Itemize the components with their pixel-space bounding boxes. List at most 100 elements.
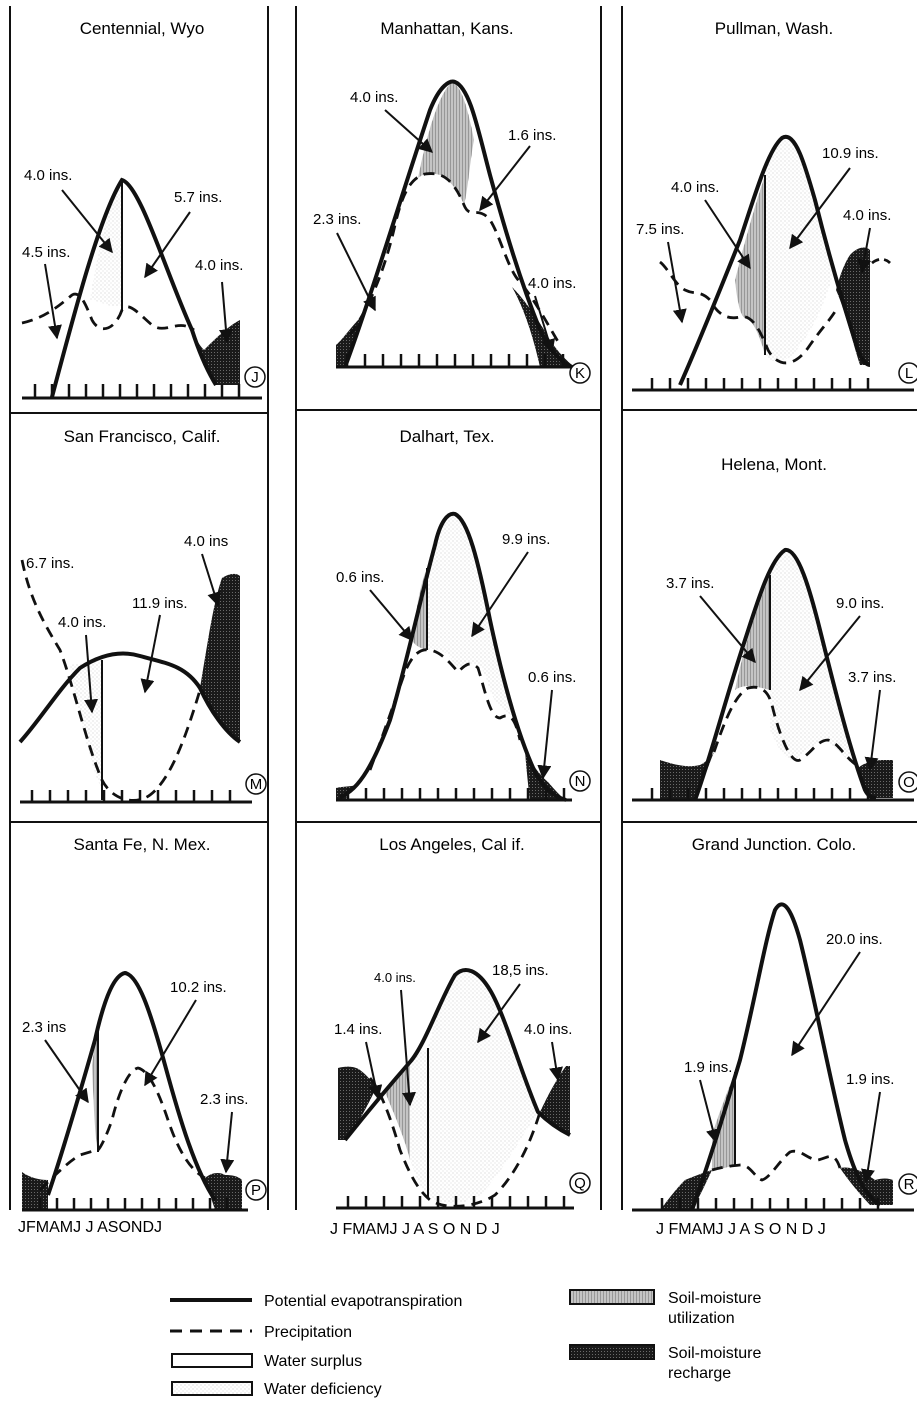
precip-curve xyxy=(21,292,195,332)
panel-title: Pullman, Wash. xyxy=(715,19,833,38)
recharge-area xyxy=(540,1066,570,1135)
panel-letter: M xyxy=(250,776,263,793)
recharge-area xyxy=(660,752,714,800)
recharge-area xyxy=(512,287,572,367)
legend-precip-label: Precipitation xyxy=(264,1324,352,1341)
annotation: 3.7 ins. xyxy=(666,575,714,592)
utilization-area xyxy=(735,175,765,355)
pet-curve xyxy=(46,970,217,1202)
annotation: 4.0 ins. xyxy=(195,257,243,274)
panel-letter: O xyxy=(903,774,915,791)
panel-manhattan: Manhattan, Kans. K 4.0 ins. 1.6 ins. 2.3… xyxy=(313,19,591,384)
panel-dalhart: Dalhart, Tex. N 9.9 ins. 0.6 ins. 0.6 in… xyxy=(336,427,591,802)
panel-title: Los Angeles, Cal if. xyxy=(379,835,525,854)
annotation: 4.0 ins. xyxy=(374,970,416,985)
annotation: 10.2 ins. xyxy=(170,979,227,996)
panel-letter: J xyxy=(251,369,259,386)
panel-badge xyxy=(898,1173,917,1195)
panel-badge xyxy=(569,1172,591,1194)
annotation: 9.9 ins. xyxy=(502,531,550,548)
panel-helena: Helena, Mont. O 3.7 ins. 9.0 ins. 3.7 in… xyxy=(632,455,917,802)
legend-pet-label: Potential evapotranspiration xyxy=(264,1293,462,1310)
deficiency-area xyxy=(770,551,858,768)
recharge-area xyxy=(840,1167,893,1205)
month-axis-labels: JFMAMJ J ASONDJ xyxy=(18,1219,162,1236)
panel-santa-fe: Santa Fe, N. Mex. P 10.2 ins. 2.3 ins 2.… xyxy=(22,835,267,1212)
precip-curve xyxy=(659,260,838,365)
annotation: 1.6 ins. xyxy=(508,127,556,144)
annotation: 4.0 ins xyxy=(184,533,228,550)
recharge-area xyxy=(205,1173,242,1210)
panel-badge xyxy=(569,770,591,792)
month-axis-labels: J FMAMJ J A S O N D J xyxy=(656,1221,826,1238)
panel-grid xyxy=(9,6,917,1210)
panel-badge xyxy=(898,771,917,793)
deficiency-area xyxy=(765,140,835,362)
utilization-area xyxy=(418,82,474,205)
annotation: 6.7 ins. xyxy=(26,555,74,572)
panel-letter: Q xyxy=(574,1175,586,1192)
precip-curve xyxy=(368,648,522,771)
annotation: 20.0 ins. xyxy=(826,931,883,948)
panel-letter: N xyxy=(575,773,586,790)
annotation: 2.3 ins xyxy=(22,1019,66,1036)
panel-letter: R xyxy=(904,1176,915,1193)
panel-letter: K xyxy=(575,365,585,382)
pet-curve xyxy=(343,79,573,369)
annotation: 1.4 ins. xyxy=(334,1021,382,1038)
pet-curve xyxy=(18,651,242,744)
annotation: 2.3 ins. xyxy=(313,211,361,228)
panel-letter: P xyxy=(251,1182,261,1199)
panel-los-angeles: Los Angeles, Cal if. Q 4.0 ins. 18,5 ins… xyxy=(334,835,591,1210)
panel-title: Dalhart, Tex. xyxy=(399,427,494,446)
annotation: 7.5 ins. xyxy=(636,221,684,238)
panel-badge xyxy=(569,362,591,384)
panel-title: Grand Junction. Colo. xyxy=(692,835,856,854)
legend: Potential evapotranspiration Precipitati… xyxy=(170,1289,761,1398)
annotation: 0.6 ins. xyxy=(528,669,576,686)
panel-title: Manhattan, Kans. xyxy=(380,19,513,38)
legend-utilization-swatch xyxy=(569,1289,655,1305)
legend-utilization-label-2: utilization xyxy=(668,1310,735,1327)
annotation: 9.0 ins. xyxy=(836,595,884,612)
annotation: 4.0 ins. xyxy=(58,614,106,631)
deficiency-area xyxy=(427,515,515,718)
legend-deficiency-label: Water deficiency xyxy=(264,1381,382,1398)
precip-curve xyxy=(20,559,202,802)
precip-curve xyxy=(348,172,562,346)
panel-title: Santa Fe, N. Mex. xyxy=(74,835,211,854)
precip-curve xyxy=(711,1149,842,1182)
legend-surplus-swatch xyxy=(171,1353,253,1368)
annotation: 18,5 ins. xyxy=(492,962,549,979)
pet-curve xyxy=(678,134,871,386)
panel-pullman: Pullman, Wash. L 10.9 ins. 4.0 ins. 4.0 … xyxy=(632,19,917,392)
deficiency-area xyxy=(428,970,538,1203)
panel-badge xyxy=(244,366,266,388)
precip-curve xyxy=(39,1066,206,1191)
panel-grand-junction: Grand Junction. Colo. R 20.0 ins. 1.9 in… xyxy=(632,835,917,1212)
panel-san-francisco: San Francisco, Calif. M 4.0 ins 6.7 ins.… xyxy=(18,427,267,804)
legend-utilization-label: Soil-moisture xyxy=(668,1290,761,1307)
annotation: 0.6 ins. xyxy=(336,569,384,586)
annotation: 3.7 ins. xyxy=(848,669,896,686)
annotation: 1.9 ins. xyxy=(684,1059,732,1076)
recharge-area xyxy=(660,1170,712,1210)
annotation: 5.7 ins. xyxy=(174,189,222,206)
precip-curve xyxy=(712,685,859,768)
annotation: 4.0 ins. xyxy=(671,179,719,196)
pet-curve xyxy=(343,968,571,1142)
annotation: 4.0 ins. xyxy=(528,275,576,292)
panel-badge xyxy=(898,362,917,384)
panel-centennial: Centennial, Wyo J 4.0 ins. 5.7 ins. 4.5 … xyxy=(21,19,266,400)
legend-deficiency-swatch xyxy=(171,1381,253,1396)
legend-surplus-label: Water surplus xyxy=(264,1353,362,1370)
annotation: 4.0 ins. xyxy=(350,89,398,106)
pet-curve xyxy=(339,511,567,802)
annotation: 1.9 ins. xyxy=(846,1071,894,1088)
pet-curve xyxy=(690,902,882,1211)
deficiency-area xyxy=(410,1048,428,1198)
annotation: 2.3 ins. xyxy=(200,1091,248,1108)
recharge-area xyxy=(200,573,240,742)
panel-title: San Francisco, Calif. xyxy=(64,427,221,446)
annotation: 10.9 ins. xyxy=(822,145,879,162)
